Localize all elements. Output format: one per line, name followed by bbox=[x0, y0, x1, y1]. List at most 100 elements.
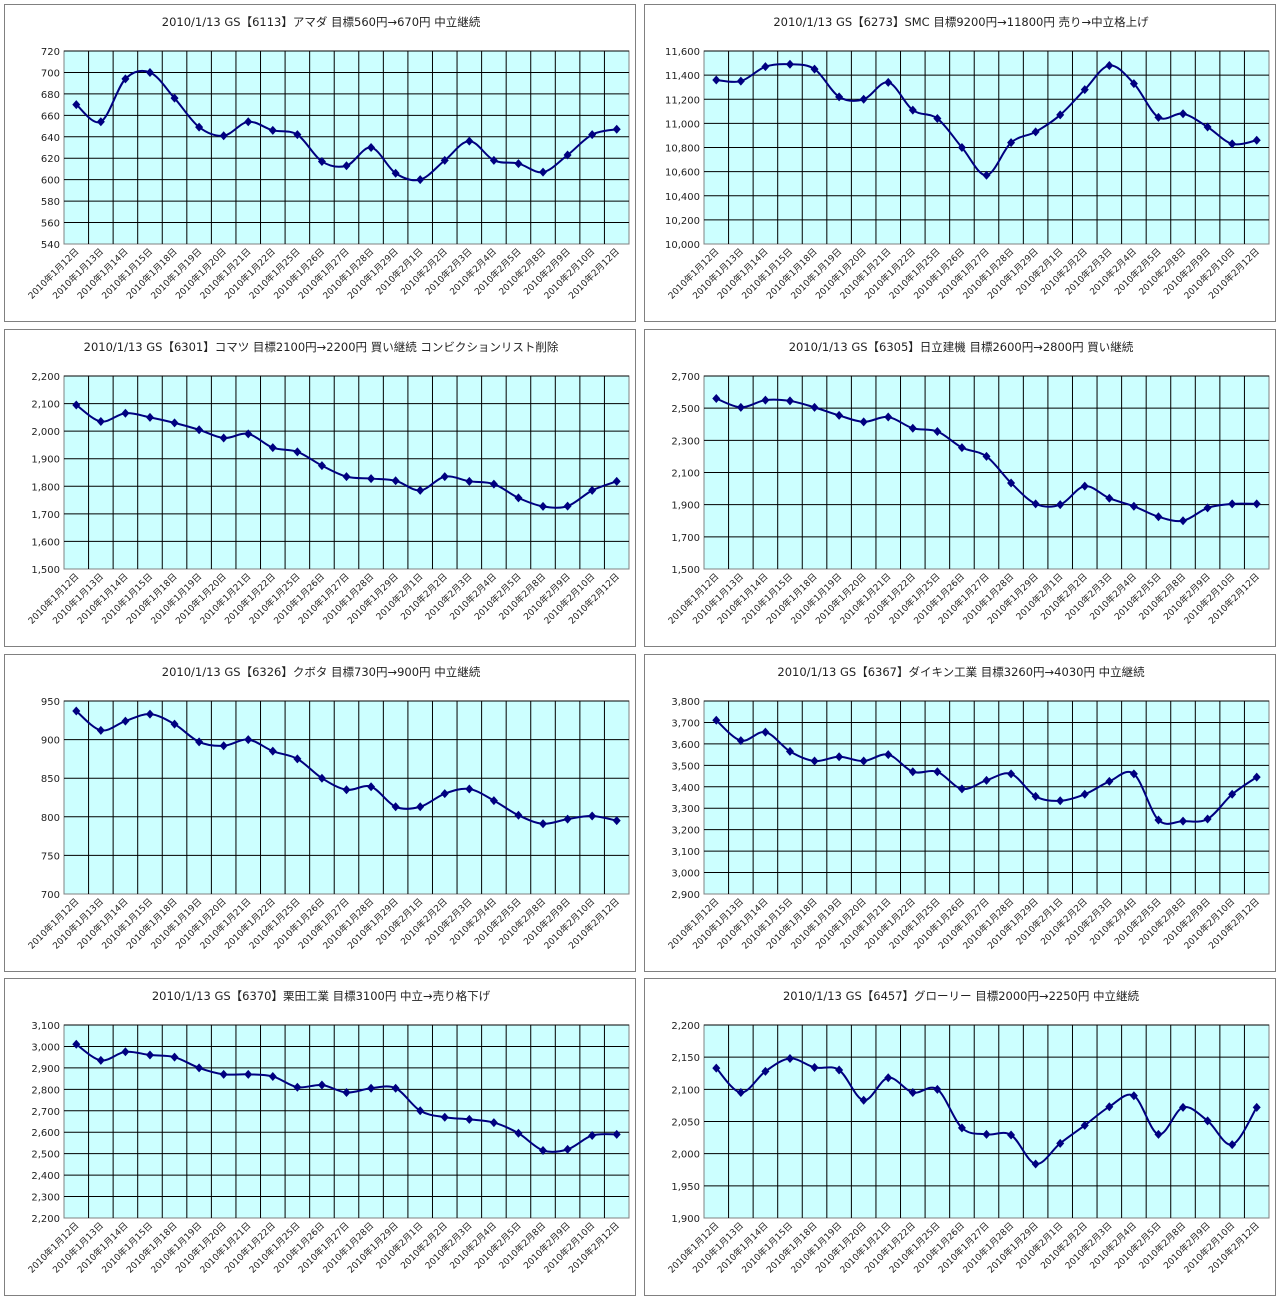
data-point-diamond bbox=[810, 1062, 819, 1072]
data-point-diamond bbox=[489, 796, 498, 806]
data-point-diamond bbox=[859, 94, 868, 104]
data-point-diamond bbox=[957, 1123, 966, 1133]
y-tick-label: 10,000 bbox=[665, 240, 700, 251]
data-point-diamond bbox=[1080, 1120, 1089, 1130]
data-point-diamond bbox=[1203, 814, 1212, 824]
chart-title: 2010/1/13 GS【6370】栗田工業 目標3100円 中立→売り格下げ bbox=[152, 989, 491, 1003]
data-point-diamond bbox=[957, 784, 966, 794]
y-tick-label: 2,900 bbox=[31, 1064, 60, 1075]
data-point-diamond bbox=[293, 1082, 302, 1092]
data-point-diamond bbox=[96, 725, 105, 735]
y-tick-label: 3,700 bbox=[671, 718, 700, 729]
y-tick-label: 2,000 bbox=[31, 427, 60, 438]
data-point-diamond bbox=[835, 1065, 844, 1075]
data-point-diamond bbox=[1179, 516, 1188, 526]
data-point-diamond bbox=[489, 155, 498, 165]
y-tick-label: 3,200 bbox=[671, 826, 700, 837]
y-tick-label: 2,050 bbox=[671, 1118, 700, 1129]
data-point-diamond bbox=[539, 1145, 548, 1155]
data-point-diamond bbox=[465, 784, 474, 794]
y-tick-label: 3,100 bbox=[31, 1021, 60, 1032]
y-tick-label: 700 bbox=[41, 68, 60, 79]
data-point-diamond bbox=[933, 426, 942, 436]
line-chart: 2010/1/13 GS【6367】ダイキン工業 目標3260円→4030円 中… bbox=[665, 665, 1270, 952]
data-point-diamond bbox=[367, 474, 376, 484]
data-point-diamond bbox=[170, 418, 179, 428]
y-tick-label: 800 bbox=[41, 813, 60, 824]
data-point-diamond bbox=[514, 159, 523, 169]
chart-panel: 2010/1/13 GS【6370】栗田工業 目標3100円 中立→売り格下げ 2… bbox=[4, 978, 636, 1296]
data-point-diamond bbox=[1179, 1102, 1188, 1112]
data-point-diamond bbox=[1007, 769, 1016, 779]
data-point-diamond bbox=[539, 819, 548, 829]
data-point-diamond bbox=[145, 67, 154, 77]
y-tick-label: 2,300 bbox=[671, 436, 700, 447]
data-point-diamond bbox=[145, 1050, 154, 1060]
line-chart: 2010/1/13 GS【6326】クボタ 目標730円→900円 中立継続 70… bbox=[25, 665, 630, 952]
data-point-diamond bbox=[612, 816, 621, 826]
data-point-diamond bbox=[195, 737, 204, 747]
y-tick-label: 900 bbox=[41, 736, 60, 747]
y-tick-label: 750 bbox=[41, 851, 60, 862]
y-tick-label: 640 bbox=[41, 133, 60, 144]
data-point-diamond bbox=[761, 1066, 770, 1076]
data-point-diamond bbox=[1031, 1159, 1040, 1169]
data-point-diamond bbox=[342, 472, 351, 482]
y-tick-label: 600 bbox=[41, 176, 60, 187]
data-point-diamond bbox=[736, 76, 745, 86]
data-point-diamond bbox=[1228, 1140, 1237, 1150]
data-point-diamond bbox=[170, 93, 179, 103]
data-point-diamond bbox=[317, 461, 326, 471]
chart-title: 2010/1/13 GS【6457】グローリー 目標2000円→2250円 中立… bbox=[783, 989, 1140, 1003]
data-point-diamond bbox=[268, 125, 277, 135]
data-point-diamond bbox=[1056, 500, 1065, 510]
y-tick-label: 2,100 bbox=[671, 469, 700, 480]
y-tick-label: 11,400 bbox=[665, 71, 700, 82]
y-tick-label: 3,400 bbox=[671, 783, 700, 794]
data-point-diamond bbox=[145, 709, 154, 719]
data-point-diamond bbox=[391, 1083, 400, 1093]
plot-area bbox=[63, 1024, 630, 1219]
data-point-diamond bbox=[588, 130, 597, 140]
data-point-diamond bbox=[416, 485, 425, 495]
data-point-diamond bbox=[712, 394, 721, 404]
data-point-diamond bbox=[391, 168, 400, 178]
data-point-diamond bbox=[1007, 478, 1016, 488]
data-point-diamond bbox=[810, 64, 819, 74]
data-point-diamond bbox=[1252, 499, 1261, 509]
y-tick-label: 3,000 bbox=[31, 1042, 60, 1053]
chart-title: 2010/1/13 GS【6367】ダイキン工業 目標3260円→4030円 中… bbox=[777, 665, 1145, 679]
data-point-diamond bbox=[416, 1106, 425, 1116]
data-point-diamond bbox=[121, 716, 130, 726]
data-point-diamond bbox=[810, 756, 819, 766]
data-point-diamond bbox=[908, 105, 917, 115]
chart-panel: 2010/1/13 GS【6326】クボタ 目標730円→900円 中立継続 70… bbox=[4, 654, 636, 972]
data-point-diamond bbox=[72, 1039, 81, 1049]
data-point-diamond bbox=[563, 1144, 572, 1154]
y-tick-label: 950 bbox=[41, 697, 60, 708]
data-point-diamond bbox=[612, 124, 621, 134]
data-point-diamond bbox=[1056, 110, 1065, 120]
y-tick-label: 580 bbox=[41, 197, 60, 208]
data-point-diamond bbox=[489, 1118, 498, 1128]
y-tick-label: 560 bbox=[41, 219, 60, 230]
chart-panel: 2010/1/13 GS【6367】ダイキン工業 目標3260円→4030円 中… bbox=[644, 654, 1276, 972]
y-tick-label: 11,600 bbox=[665, 47, 700, 58]
y-tick-label: 2,150 bbox=[671, 1053, 700, 1064]
data-point-diamond bbox=[121, 408, 130, 418]
data-point-diamond bbox=[367, 782, 376, 792]
data-point-diamond bbox=[170, 719, 179, 729]
y-tick-label: 3,800 bbox=[671, 697, 700, 708]
data-point-diamond bbox=[268, 746, 277, 756]
y-tick-label: 3,000 bbox=[671, 869, 700, 880]
data-point-diamond bbox=[1228, 789, 1237, 799]
y-tick-label: 3,500 bbox=[671, 761, 700, 772]
chart-title: 2010/1/13 GS【6326】クボタ 目標730円→900円 中立継続 bbox=[162, 665, 481, 679]
y-tick-label: 3,600 bbox=[671, 740, 700, 751]
data-point-diamond bbox=[391, 802, 400, 812]
data-point-diamond bbox=[293, 447, 302, 457]
plot-area bbox=[63, 700, 630, 895]
data-point-diamond bbox=[588, 485, 597, 495]
data-point-diamond bbox=[1105, 493, 1114, 503]
data-point-diamond bbox=[317, 773, 326, 783]
